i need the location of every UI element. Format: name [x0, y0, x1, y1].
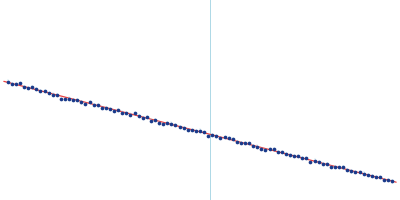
- Point: [197, 129, 203, 132]
- Point: [303, 156, 310, 159]
- Point: [389, 180, 396, 183]
- Point: [213, 135, 220, 138]
- Point: [270, 148, 277, 151]
- Point: [332, 165, 338, 168]
- Point: [201, 131, 207, 134]
- Point: [4, 80, 11, 83]
- Point: [344, 168, 350, 172]
- Point: [328, 165, 334, 169]
- Point: [140, 117, 146, 120]
- Point: [41, 89, 48, 93]
- Point: [8, 82, 15, 85]
- Point: [123, 112, 130, 115]
- Point: [78, 101, 84, 104]
- Point: [148, 119, 154, 122]
- Point: [205, 134, 211, 137]
- Point: [234, 140, 240, 144]
- Point: [340, 166, 346, 169]
- Point: [377, 176, 383, 179]
- Point: [164, 122, 170, 125]
- Point: [385, 179, 392, 182]
- Point: [127, 113, 134, 116]
- Point: [262, 148, 269, 151]
- Point: [360, 172, 367, 175]
- Point: [381, 178, 387, 181]
- Point: [37, 90, 44, 93]
- Point: [230, 138, 236, 141]
- Point: [291, 154, 297, 157]
- Point: [295, 154, 301, 157]
- Point: [107, 107, 113, 110]
- Point: [119, 111, 126, 114]
- Point: [136, 114, 142, 118]
- Point: [258, 147, 264, 150]
- Point: [364, 174, 371, 177]
- Point: [66, 97, 72, 100]
- Point: [356, 170, 363, 174]
- Point: [352, 171, 359, 174]
- Point: [217, 136, 224, 139]
- Point: [54, 93, 60, 96]
- Point: [369, 174, 375, 177]
- Point: [283, 152, 289, 155]
- Point: [373, 175, 379, 178]
- Point: [62, 98, 68, 101]
- Point: [226, 136, 232, 140]
- Point: [193, 130, 199, 133]
- Point: [238, 141, 244, 144]
- Point: [13, 82, 19, 85]
- Point: [103, 107, 109, 110]
- Point: [115, 109, 121, 112]
- Point: [287, 154, 293, 157]
- Point: [90, 103, 97, 106]
- Point: [184, 129, 191, 132]
- Point: [250, 144, 256, 147]
- Point: [33, 87, 40, 90]
- Point: [299, 156, 306, 160]
- Point: [209, 133, 216, 136]
- Point: [172, 124, 179, 127]
- Point: [242, 141, 248, 145]
- Point: [50, 93, 56, 96]
- Point: [254, 145, 260, 148]
- Point: [70, 99, 76, 102]
- Point: [160, 122, 166, 125]
- Point: [131, 111, 138, 114]
- Point: [320, 162, 326, 165]
- Point: [348, 170, 354, 173]
- Point: [324, 163, 330, 166]
- Point: [156, 122, 162, 125]
- Point: [29, 85, 36, 88]
- Point: [246, 142, 252, 145]
- Point: [311, 159, 318, 162]
- Point: [152, 118, 158, 122]
- Point: [266, 147, 273, 150]
- Point: [279, 150, 285, 153]
- Point: [168, 122, 174, 125]
- Point: [99, 107, 105, 110]
- Point: [176, 125, 183, 128]
- Point: [111, 109, 117, 113]
- Point: [74, 98, 80, 101]
- Point: [86, 100, 93, 103]
- Point: [25, 86, 31, 90]
- Point: [316, 161, 322, 164]
- Point: [58, 97, 64, 100]
- Point: [46, 92, 52, 95]
- Point: [17, 82, 23, 85]
- Point: [94, 104, 101, 107]
- Point: [221, 136, 228, 139]
- Point: [189, 129, 195, 132]
- Point: [336, 166, 342, 169]
- Point: [307, 161, 314, 164]
- Point: [21, 85, 27, 88]
- Point: [144, 116, 150, 119]
- Point: [274, 150, 281, 153]
- Point: [82, 103, 89, 106]
- Point: [180, 126, 187, 129]
